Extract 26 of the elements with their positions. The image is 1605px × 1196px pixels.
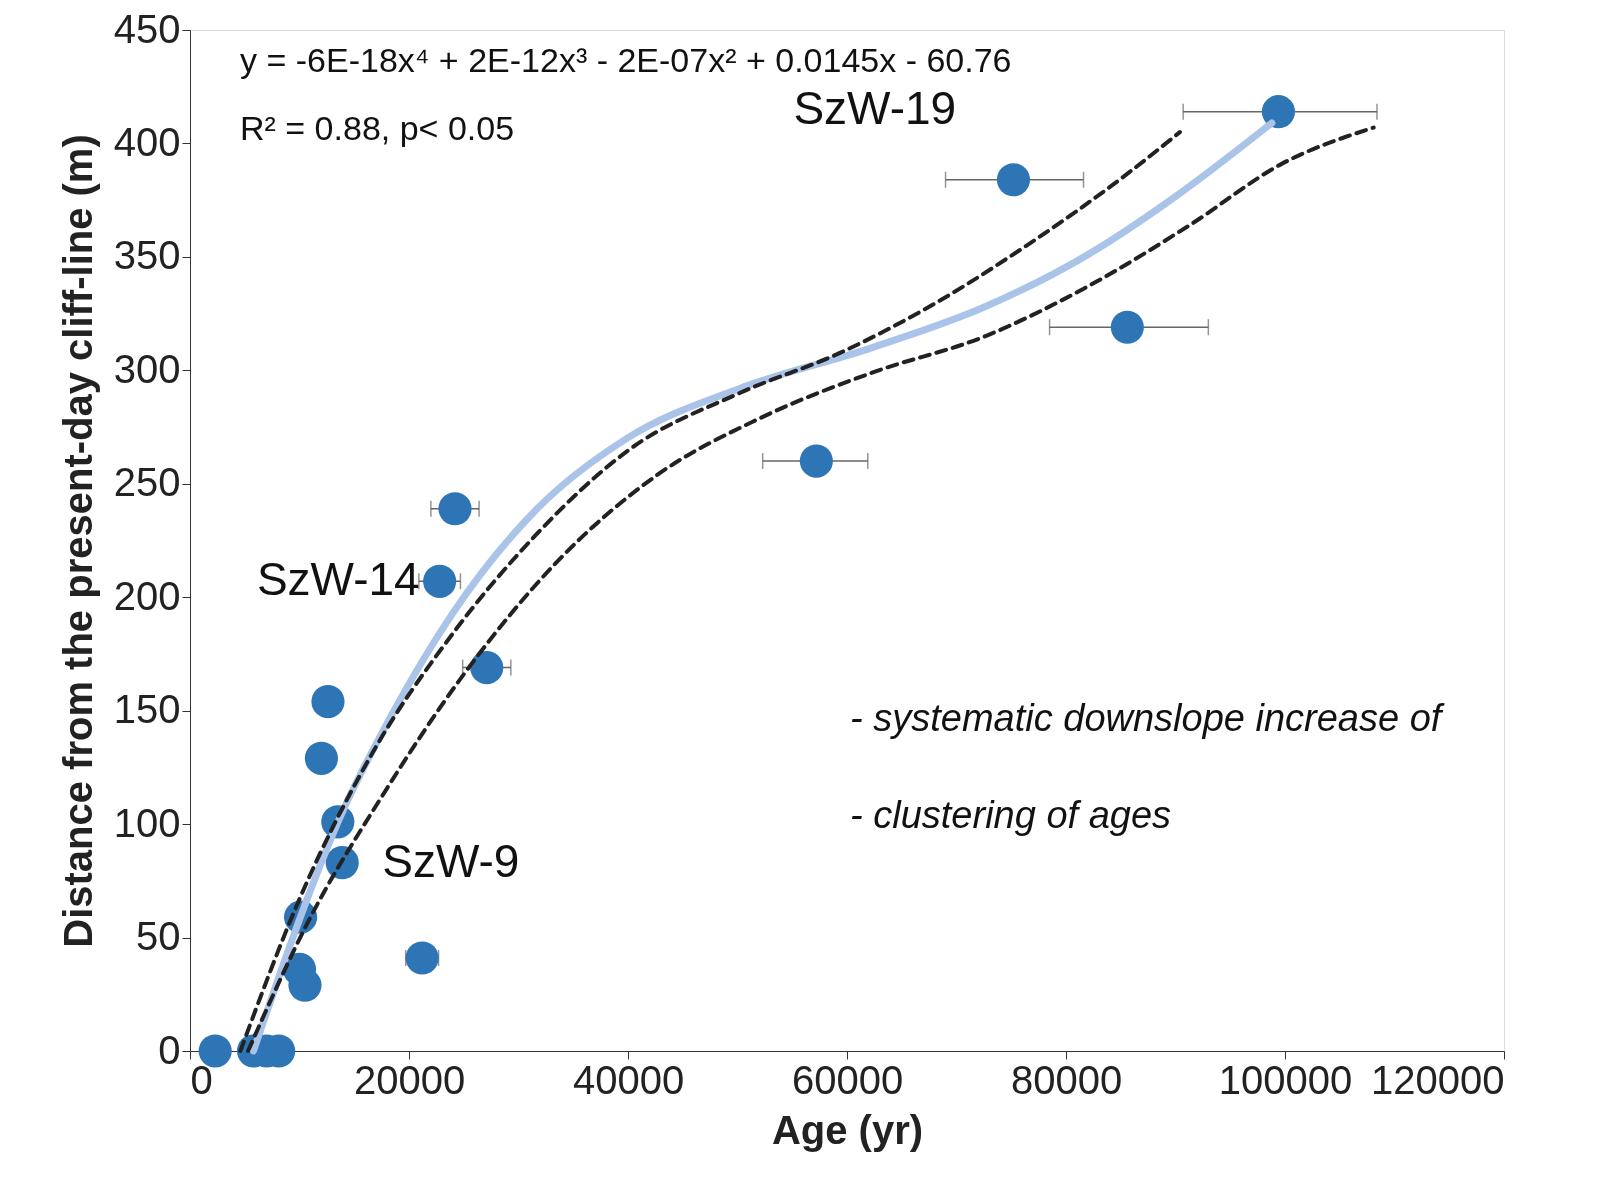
x-axis-title: Age (yr) xyxy=(771,1107,924,1152)
annotation: SzW-14 xyxy=(256,553,420,606)
y-tick-label: 300 xyxy=(113,346,181,391)
annotation: SzW-9 xyxy=(382,834,520,887)
x-tick-label: 20000 xyxy=(353,1057,466,1102)
x-tick-label: 0 xyxy=(190,1057,213,1102)
annotation: y = -6E-18x⁴ + 2E-12x³ - 2E-07x² + 0.0145x - 60.76 xyxy=(240,41,1012,79)
y-tick-label: 350 xyxy=(113,233,181,278)
y-tick-label: 0 xyxy=(158,1027,181,1072)
y-axis-title: Distance from the present-day cliff-line (m) xyxy=(55,134,100,948)
x-tick-label: 100000 xyxy=(1218,1057,1353,1102)
annotation: R² = 0.88, p< 0.05 xyxy=(240,109,515,147)
y-tick-label: 200 xyxy=(113,573,181,618)
y-tick-label: 150 xyxy=(113,687,181,732)
y-tick-label: 50 xyxy=(136,914,181,959)
annotation: - clustering of ages xyxy=(850,794,1172,836)
y-tick-label: 250 xyxy=(113,460,181,505)
x-tick-label: 60000 xyxy=(791,1057,904,1102)
x-tick-label: 40000 xyxy=(572,1057,685,1102)
annotation: SzW-19 xyxy=(793,81,957,134)
annotation: - systematic downslope increase of xyxy=(850,697,1445,739)
y-tick-label: 100 xyxy=(113,800,181,845)
x-tick-label: 120000 xyxy=(1371,1057,1505,1102)
x-tick-label: 80000 xyxy=(1010,1057,1123,1102)
y-tick-label: 450 xyxy=(113,6,181,51)
y-tick-label: 400 xyxy=(113,119,181,164)
